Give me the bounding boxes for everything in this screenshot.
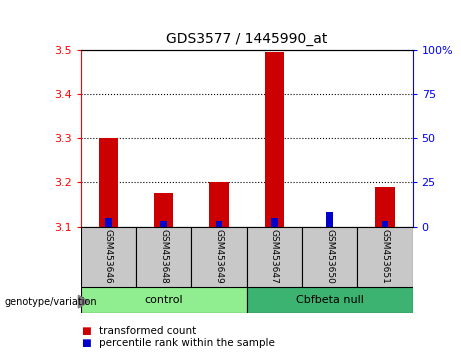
Bar	[216, 221, 222, 227]
Title: GDS3577 / 1445990_at: GDS3577 / 1445990_at	[166, 32, 327, 46]
Text: GSM453648: GSM453648	[159, 229, 168, 284]
Text: Cbfbeta null: Cbfbeta null	[296, 295, 364, 305]
Bar	[375, 187, 395, 227]
Text: GSM453647: GSM453647	[270, 229, 279, 284]
Bar	[357, 227, 413, 287]
Bar	[99, 138, 118, 227]
Bar	[81, 227, 136, 287]
Bar	[136, 227, 191, 287]
Text: ■: ■	[81, 326, 90, 336]
Bar	[271, 218, 278, 227]
Bar	[81, 287, 247, 313]
Text: GSM453651: GSM453651	[380, 229, 390, 284]
Bar	[302, 227, 357, 287]
Text: GSM453650: GSM453650	[325, 229, 334, 284]
Bar	[160, 221, 167, 227]
Bar	[247, 287, 413, 313]
Text: GSM453649: GSM453649	[214, 229, 224, 284]
Bar	[326, 212, 333, 227]
Bar	[247, 227, 302, 287]
Text: GSM453646: GSM453646	[104, 229, 113, 284]
Bar	[382, 221, 388, 227]
Bar	[265, 52, 284, 227]
Bar	[191, 227, 247, 287]
Bar	[105, 218, 112, 227]
Text: control: control	[144, 295, 183, 305]
Text: percentile rank within the sample: percentile rank within the sample	[99, 338, 275, 348]
Text: transformed count: transformed count	[99, 326, 196, 336]
Text: ■: ■	[81, 338, 90, 348]
Text: genotype/variation: genotype/variation	[5, 297, 97, 307]
Bar	[154, 193, 173, 227]
Bar	[209, 182, 229, 227]
